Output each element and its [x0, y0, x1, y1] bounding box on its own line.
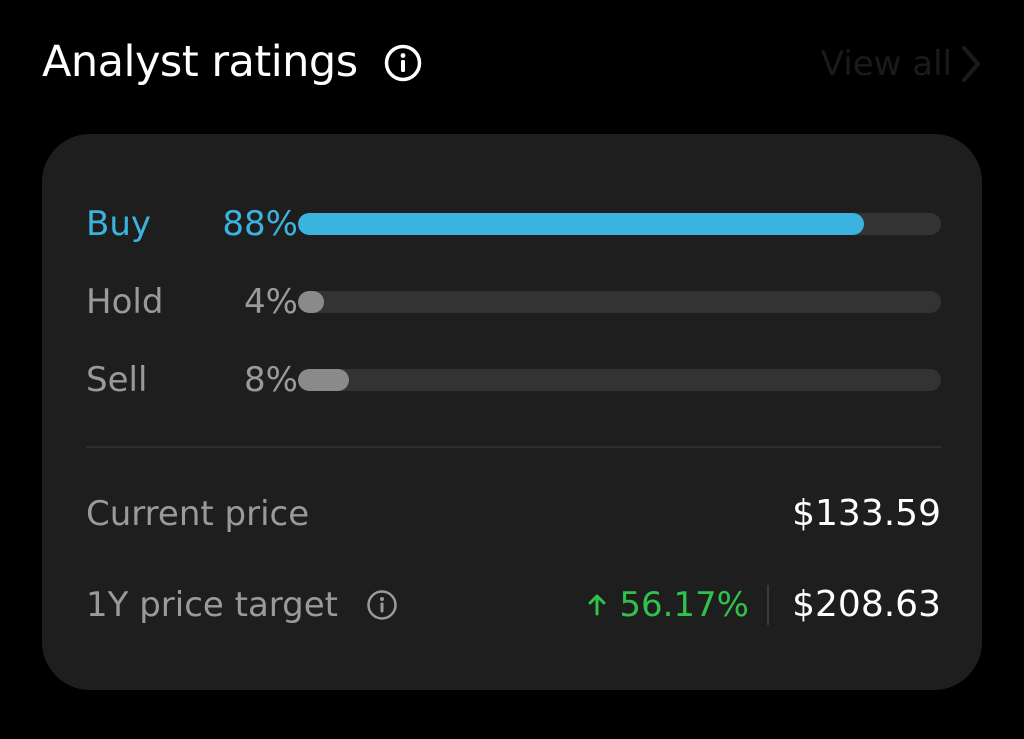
analyst-ratings-card: Buy 88% Hold 4% Sell 8% Current price $1…: [42, 134, 982, 690]
divider: [86, 446, 941, 448]
price-target-row: 1Y price target 56.17% $208.63: [86, 578, 941, 632]
rating-bar-track-sell: [298, 369, 941, 391]
section-title: Analyst ratings: [42, 37, 358, 87]
rating-label-hold: Hold: [86, 282, 164, 322]
rating-bar-fill-sell: [298, 369, 350, 391]
rating-percent-sell: 8%: [244, 360, 298, 400]
rating-label-sell: Sell: [86, 360, 148, 400]
arrow-up-icon: [587, 593, 607, 617]
rating-row-sell: Sell 8%: [86, 355, 941, 405]
price-target-change-percent: 56.17%: [619, 585, 749, 625]
price-target-change: 56.17%: [587, 578, 749, 632]
chevron-right-icon: [960, 44, 982, 84]
rating-percent-hold: 4%: [244, 282, 298, 322]
view-all-link[interactable]: View all: [821, 42, 982, 86]
rating-label-buy: Buy: [86, 204, 151, 244]
rating-row-hold: Hold 4%: [86, 277, 941, 327]
analyst-ratings-header: Analyst ratings View all: [42, 30, 982, 94]
rating-bar-track-hold: [298, 291, 941, 313]
rating-row-buy: Buy 88%: [86, 199, 941, 249]
current-price-value: $133.59: [792, 493, 941, 534]
price-target-value: $208.63: [792, 584, 941, 625]
price-target-label: 1Y price target: [86, 585, 339, 625]
current-price-label: Current price: [86, 494, 310, 534]
view-all-label: View all: [820, 44, 952, 84]
info-circle-icon[interactable]: [384, 44, 422, 82]
vertical-separator: [767, 585, 769, 625]
rating-bar-fill-hold: [298, 291, 324, 313]
rating-bar-track-buy: [298, 213, 941, 235]
info-circle-icon[interactable]: [366, 589, 398, 621]
rating-percent-buy: 88%: [222, 204, 298, 244]
rating-bar-fill-buy: [298, 213, 864, 235]
current-price-row: Current price $133.59: [86, 487, 941, 541]
